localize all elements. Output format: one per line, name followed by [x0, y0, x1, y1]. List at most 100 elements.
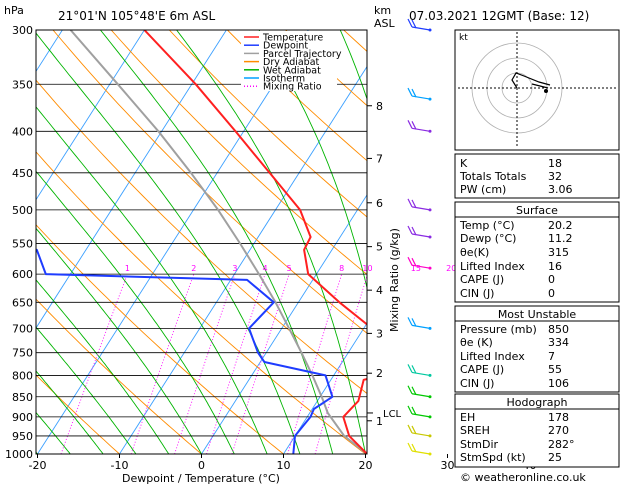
- temp-tick-label: 10: [277, 459, 291, 472]
- mixing-ratio-label: 1: [125, 264, 130, 273]
- temp-tick-label: 20: [359, 459, 373, 472]
- mixing-ratio-line: [207, 274, 266, 454]
- index-label: Totals Totals: [459, 170, 527, 183]
- wind-barb-flag: [408, 317, 412, 325]
- wind-barb-shaft: [412, 325, 430, 328]
- hodo-value: 270: [548, 424, 569, 437]
- isotherm-line: [202, 30, 473, 454]
- mixing-ratio-line: [61, 274, 127, 454]
- lcl-label: LCL: [383, 409, 402, 420]
- mu-label: CAPE (J): [460, 363, 504, 376]
- surface-label: CIN (J): [460, 287, 494, 300]
- mu-value: 7: [548, 350, 555, 363]
- wet-adiabat-line: [0, 30, 70, 454]
- wind-barb-station: [429, 453, 432, 456]
- wind-barb-shaft: [412, 128, 430, 131]
- mixing-ratio-line: [288, 274, 342, 454]
- most-unstable-title: Most Unstable: [498, 308, 577, 321]
- surface-value: 315: [548, 246, 569, 259]
- wind-barb-station: [429, 98, 432, 101]
- index-value: 18: [548, 157, 562, 170]
- hodo-label: SREH: [460, 424, 490, 437]
- km-tick-label: 6: [376, 197, 383, 210]
- legend-label: Mixing Ratio: [263, 82, 322, 93]
- wind-barb-flag: [408, 443, 412, 451]
- wind-barb-shaft: [412, 372, 430, 375]
- mixing-ratio-axis-label: Mixing Ratio (g/kg): [388, 228, 401, 332]
- mu-value: 55: [548, 363, 562, 376]
- mixing-ratio-line: [404, 274, 451, 454]
- hodo-value: 282°: [548, 438, 575, 451]
- temp-tick-label: 30: [441, 459, 455, 472]
- km-label: km: [374, 4, 391, 17]
- wind-barb-station: [429, 434, 432, 437]
- temp-tick-label: -10: [111, 459, 129, 472]
- pressure-tick-label: 450: [12, 167, 33, 180]
- wind-barb-shaft: [412, 234, 430, 237]
- wind-barb-station: [429, 327, 432, 330]
- wind-barb-shaft: [412, 414, 430, 417]
- temp-tick-label: -20: [29, 459, 47, 472]
- surface-title: Surface: [516, 204, 558, 217]
- wind-barb-shaft: [412, 394, 430, 397]
- wind-barb-flag: [408, 406, 412, 414]
- hodograph-unit-label: kt: [459, 33, 468, 43]
- x-axis-label: Dewpoint / Temperature (°C): [122, 472, 280, 485]
- wind-barb-shaft: [412, 433, 430, 436]
- hodo-label: EH: [460, 411, 475, 424]
- wind-barb-station: [429, 130, 432, 133]
- hodo-label: StmSpd (kt): [460, 451, 526, 464]
- pressure-tick-label: 850: [12, 391, 33, 404]
- pressure-tick-label: 300: [12, 24, 33, 37]
- hpa-label: hPa: [4, 4, 24, 17]
- pressure-axis: 3003504004505005506006507007508008509009…: [5, 24, 33, 461]
- plot-frame: [36, 30, 367, 454]
- isobars: [36, 30, 367, 454]
- profile-traces: [0, 30, 407, 454]
- hodograph-panel: kt: [455, 30, 619, 150]
- isotherm-line: [38, 30, 309, 454]
- wind-barb-station: [429, 29, 432, 32]
- mixing-ratio-label: 8: [339, 264, 344, 273]
- wet-adiabat-line: [0, 30, 234, 454]
- mixing-ratio-label: 2: [191, 264, 196, 273]
- wind-barb-flag: [408, 199, 412, 207]
- wind-barb-station: [429, 235, 432, 238]
- surface-value: 16: [548, 260, 562, 273]
- mu-label: Lifted Index: [460, 350, 525, 363]
- wind-barb-station: [429, 267, 432, 270]
- copyright-footer: © weatheronline.co.uk: [460, 471, 586, 484]
- index-value: 3.06: [548, 183, 573, 196]
- index-label: K: [460, 157, 468, 170]
- surface-value: 20.2: [548, 219, 573, 232]
- wind-barb-flag: [408, 226, 412, 234]
- indices-table: K 18 Totals Totals 32 PW (cm) 3.06: [455, 154, 619, 198]
- wind-barb-shaft: [412, 451, 430, 454]
- wet-adiabat-line: [100, 30, 332, 454]
- surface-value: 0: [548, 287, 555, 300]
- wind-barb-station: [429, 208, 432, 211]
- hodograph-table: Hodograph EH 178 SREH 270 StmDir 282° St…: [455, 394, 619, 467]
- index-value: 32: [548, 170, 562, 183]
- mu-label: Pressure (mb): [460, 323, 537, 336]
- km-tick-label: 3: [376, 327, 383, 340]
- asl-label: ASL: [374, 17, 396, 30]
- pressure-tick-label: 400: [12, 125, 33, 138]
- pressure-tick-label: 800: [12, 369, 33, 382]
- wind-barb-shaft: [412, 207, 430, 210]
- temp-tick-label: 0: [198, 459, 205, 472]
- wet-adiabat-line: [34, 30, 300, 454]
- wind-barb-flag: [408, 88, 412, 96]
- most-unstable-table: Most Unstable Pressure (mb) 850 θe (K) 3…: [455, 306, 619, 392]
- wind-barb-flag: [408, 425, 412, 433]
- km-tick-label: 4: [376, 284, 383, 297]
- mu-value: 850: [548, 323, 569, 336]
- mixing-ratio-label: 4: [263, 264, 268, 273]
- surface-label: Dewp (°C): [460, 232, 516, 245]
- surface-label: Temp (°C): [459, 219, 515, 232]
- surface-value: 0: [548, 273, 555, 286]
- wind-barb-flag: [408, 364, 412, 372]
- surface-value: 11.2: [548, 232, 573, 245]
- km-tick-label: 8: [376, 100, 383, 113]
